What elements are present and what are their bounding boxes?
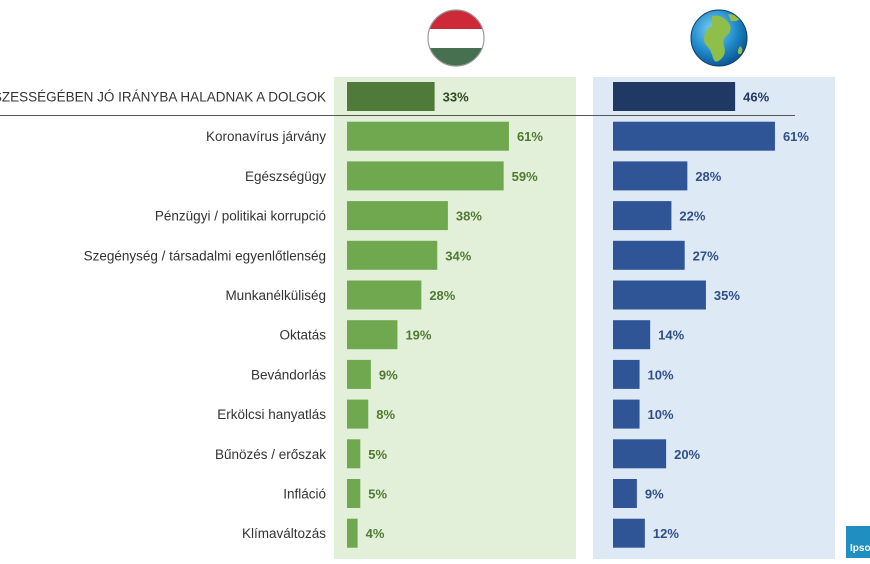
bar-series-1-5 — [613, 280, 706, 310]
data-label-series-0-0: 33% — [443, 90, 469, 105]
data-label-series-0-11: 4% — [366, 526, 385, 541]
data-label-series-1-2: 28% — [695, 169, 721, 184]
category-label: Infláció — [283, 487, 326, 502]
bar-series-1-0 — [613, 82, 736, 111]
data-label-series-0-1: 61% — [517, 129, 543, 144]
bar-series-0-9 — [347, 439, 361, 469]
hungary-flag-icon — [427, 9, 485, 67]
category-label: Pénzügyi / politikai korrupció — [155, 209, 326, 224]
data-label-series-0-8: 8% — [376, 407, 395, 422]
chart-marks: ÖSSZESSÉGÉBEN JÓ IRÁNYBA HALADNAK A DOLG… — [0, 82, 809, 548]
data-label-series-1-8: 10% — [648, 407, 674, 422]
globe-icon — [690, 9, 748, 67]
data-label-series-0-6: 19% — [405, 328, 431, 343]
data-label-series-0-4: 34% — [445, 248, 471, 263]
bar-series-1-11 — [613, 518, 645, 548]
bar-series-0-3 — [347, 201, 448, 231]
data-label-series-0-2: 59% — [512, 169, 538, 184]
data-label-series-1-10: 9% — [645, 487, 664, 502]
category-label: Munkanélküliség — [225, 288, 326, 303]
category-label: Szegénység / társadalmi egyenlőtlenség — [84, 248, 326, 263]
bar-series-0-1 — [347, 121, 509, 151]
category-label: Koronavírus járvány — [206, 129, 326, 144]
data-label-series-0-7: 9% — [379, 367, 398, 382]
bar-series-0-2 — [347, 161, 504, 191]
series-panel-1 — [593, 77, 835, 559]
category-label: Bevándorlás — [251, 367, 326, 382]
category-label: Oktatás — [279, 328, 326, 343]
data-label-series-1-9: 20% — [674, 447, 700, 462]
data-label-series-1-7: 10% — [648, 367, 674, 382]
data-label-series-1-6: 14% — [658, 328, 684, 343]
bar-series-1-9 — [613, 439, 667, 469]
ipsos-logo-text: Ipsos — [850, 543, 870, 554]
category-label: Egészségügy — [245, 169, 326, 184]
bar-series-1-1 — [613, 121, 775, 151]
bar-series-1-2 — [613, 161, 688, 191]
category-label: Erkölcsi hanyatlás — [217, 407, 326, 422]
data-label-series-1-3: 22% — [679, 209, 705, 224]
bar-series-1-8 — [613, 399, 640, 429]
bar-series-1-6 — [613, 320, 651, 350]
bar-series-1-10 — [613, 479, 637, 508]
bar-series-0-11 — [347, 518, 358, 548]
bar-series-0-8 — [347, 399, 369, 429]
data-label-series-0-9: 5% — [368, 447, 387, 462]
ipsos-logo-icon: Ipsos — [846, 526, 870, 558]
bar-series-0-6 — [347, 320, 398, 350]
category-label: Bűnözés / erőszak — [215, 447, 326, 462]
bar-series-0-10 — [347, 479, 361, 508]
bar-series-0-7 — [347, 359, 371, 389]
data-label-series-1-1: 61% — [783, 129, 809, 144]
data-label-series-0-3: 38% — [456, 209, 482, 224]
data-label-series-1-4: 27% — [693, 248, 719, 263]
bar-series-0-5 — [347, 280, 422, 310]
data-label-series-1-0: 46% — [743, 90, 769, 105]
category-label: Klímaváltozás — [242, 526, 326, 541]
series-panel-0 — [334, 77, 576, 559]
bar-series-1-4 — [613, 240, 685, 270]
category-label: ÖSSZESSÉGÉBEN JÓ IRÁNYBA HALADNAK A DOLG… — [0, 90, 326, 105]
bar-series-0-0 — [347, 82, 435, 111]
data-label-series-0-5: 28% — [429, 288, 455, 303]
data-label-series-1-5: 35% — [714, 288, 740, 303]
bar-series-1-3 — [613, 201, 672, 231]
data-label-series-1-11: 12% — [653, 526, 679, 541]
panel-backgrounds — [334, 77, 835, 559]
bar-series-0-4 — [347, 240, 438, 270]
bar-series-1-7 — [613, 359, 640, 389]
data-label-series-0-10: 5% — [368, 487, 387, 502]
